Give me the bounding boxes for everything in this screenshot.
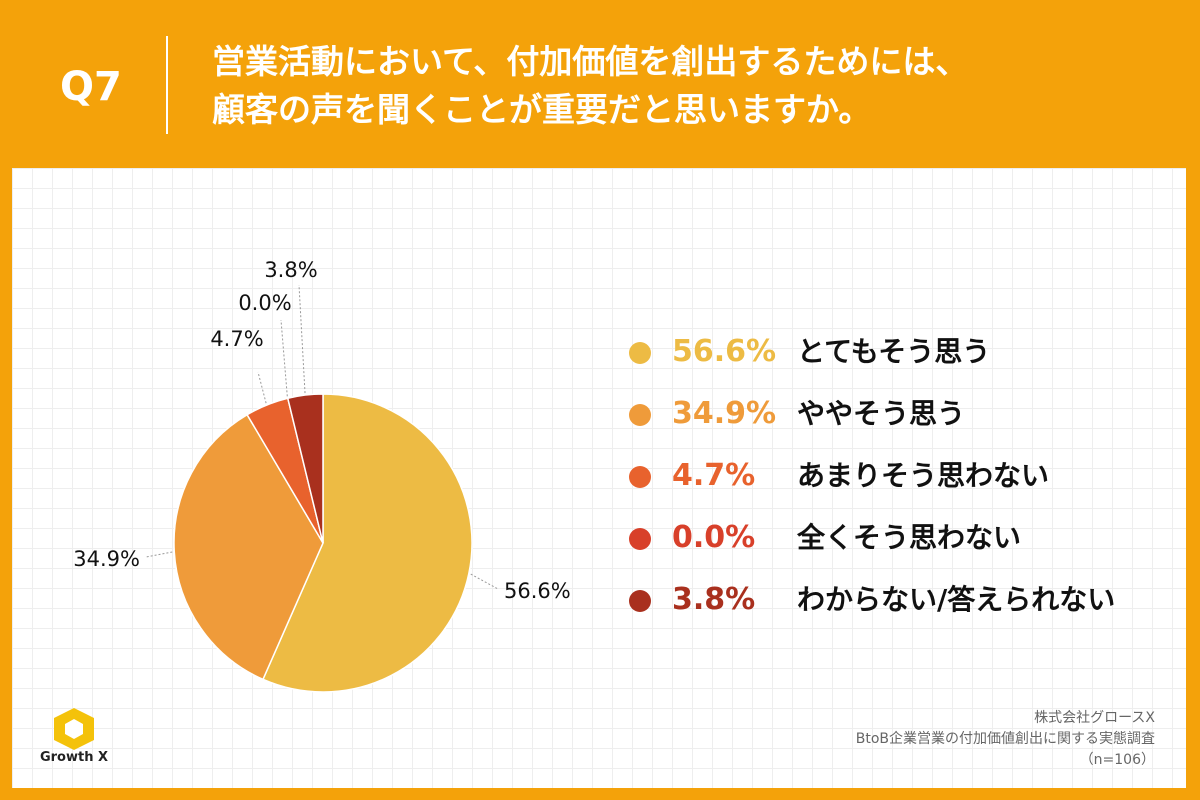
legend-percent: 34.9%: [672, 396, 777, 431]
leader-line-3: [257, 371, 267, 404]
legend-percent: 0.0%: [672, 520, 756, 555]
legend-percent: 3.8%: [672, 582, 756, 617]
legend-percent: 4.7%: [672, 458, 756, 493]
leader-line-1: [470, 573, 499, 590]
legend-item: 0.0% 全くそう思わない: [625, 518, 1165, 580]
data-label-4: 0.0%: [238, 291, 291, 315]
data-label-5: 3.8%: [264, 258, 317, 282]
question-number: Q7: [60, 64, 122, 110]
data-label-2: 34.9%: [73, 547, 140, 571]
legend-item: 3.8% わからない/答えられない: [625, 580, 1165, 642]
legend-dot-icon: [629, 528, 651, 550]
footer-sample: （n=106）: [1079, 752, 1155, 768]
legend-percent: 56.6%: [672, 334, 777, 369]
footer: 株式会社グロースX BtoB企業営業の付加価値創出に関する実態調査 （n=106…: [856, 708, 1155, 771]
data-label-1: 56.6%: [504, 579, 571, 603]
legend-dot-icon: [629, 404, 651, 426]
legend-label: あまりそう思わない: [797, 459, 1050, 492]
question-text: 営業活動において、付加価値を創出するためには、 顧客の声を聞くことが重要だと思い…: [212, 38, 1172, 134]
legend-item: 4.7% あまりそう思わない: [625, 456, 1165, 518]
legend-label: 全くそう思わない: [797, 521, 1022, 554]
data-label-3: 4.7%: [210, 327, 263, 351]
leader-line-2: [145, 551, 173, 558]
logo-text: Growth X: [39, 750, 109, 765]
legend-label: とてもそう思う: [797, 335, 991, 368]
legend-label: わからない/答えられない: [797, 583, 1116, 616]
leader-line-5: [298, 284, 306, 394]
leader-line-4: [280, 319, 288, 397]
legend: 56.6% とてもそう思う 34.9% ややそう思う 4.7% あまりそう思わない 0.0%…: [625, 332, 1165, 642]
pie-slice-5: [286, 393, 324, 544]
legend-dot-icon: [629, 590, 651, 612]
footer-survey: BtoB企業営業の付加価値創出に関する実態調査: [855, 731, 1155, 747]
legend-item: 34.9% ややそう思う: [625, 394, 1165, 456]
footer-company: 株式会社グロースX: [1034, 710, 1155, 726]
legend-label: ややそう思う: [797, 397, 966, 430]
question-line-1: 営業活動において、付加価値を創出するためには、: [212, 42, 969, 81]
growthx-logo: Growth X: [34, 702, 114, 772]
legend-dot-icon: [629, 466, 651, 488]
header-divider: [166, 36, 168, 134]
hexagon-logo-icon: [54, 708, 94, 750]
header: Q7 営業活動において、付加価値を創出するためには、 顧客の声を聞くことが重要だ…: [0, 0, 1200, 168]
question-line-2: 顧客の声を聞くことが重要だと思いますか。: [212, 90, 872, 129]
legend-item: 56.6% とてもそう思う: [625, 332, 1165, 394]
legend-dot-icon: [629, 342, 651, 364]
pie-slice-1: [261, 393, 473, 693]
